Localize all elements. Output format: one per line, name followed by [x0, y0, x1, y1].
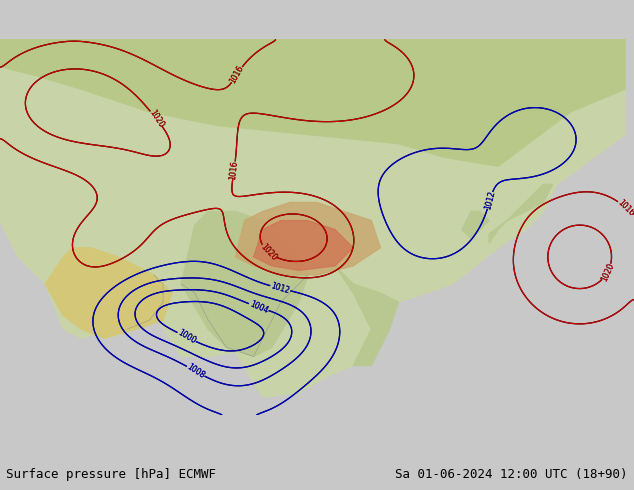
Polygon shape [0, 39, 625, 166]
Text: 1008: 1008 [185, 362, 206, 380]
Text: Surface pressure [hPa] ECMWF: Surface pressure [hPa] ECMWF [6, 467, 216, 481]
Text: 1020: 1020 [147, 108, 165, 129]
Text: 1016: 1016 [228, 64, 245, 85]
Text: 1016: 1016 [616, 198, 634, 218]
Text: 1012: 1012 [483, 190, 496, 211]
Text: Sa 01-06-2024 12:00 UTC (18+90): Sa 01-06-2024 12:00 UTC (18+90) [395, 467, 628, 481]
Text: 1020: 1020 [600, 261, 616, 283]
Text: 1004: 1004 [248, 299, 269, 315]
Text: 1012: 1012 [270, 281, 291, 295]
Polygon shape [317, 257, 399, 366]
Text: 1012: 1012 [270, 281, 291, 295]
Text: 1020: 1020 [600, 261, 616, 283]
Text: 1000: 1000 [176, 328, 197, 346]
Text: 1000: 1000 [176, 328, 197, 346]
Text: 1016: 1016 [228, 160, 240, 180]
Text: 1020: 1020 [258, 242, 278, 262]
Polygon shape [45, 248, 172, 338]
Text: 1016: 1016 [616, 198, 634, 218]
Text: 1012: 1012 [483, 190, 496, 211]
Polygon shape [0, 39, 625, 397]
Polygon shape [462, 212, 489, 239]
Text: 1020: 1020 [147, 108, 165, 129]
Polygon shape [254, 220, 353, 270]
Polygon shape [235, 202, 380, 275]
Text: 1016: 1016 [228, 160, 240, 180]
Text: 1016: 1016 [228, 64, 245, 85]
Text: 1020: 1020 [258, 242, 278, 262]
Text: 1004: 1004 [248, 299, 269, 315]
Polygon shape [489, 184, 552, 243]
Polygon shape [181, 212, 308, 356]
Text: 1008: 1008 [185, 362, 206, 380]
